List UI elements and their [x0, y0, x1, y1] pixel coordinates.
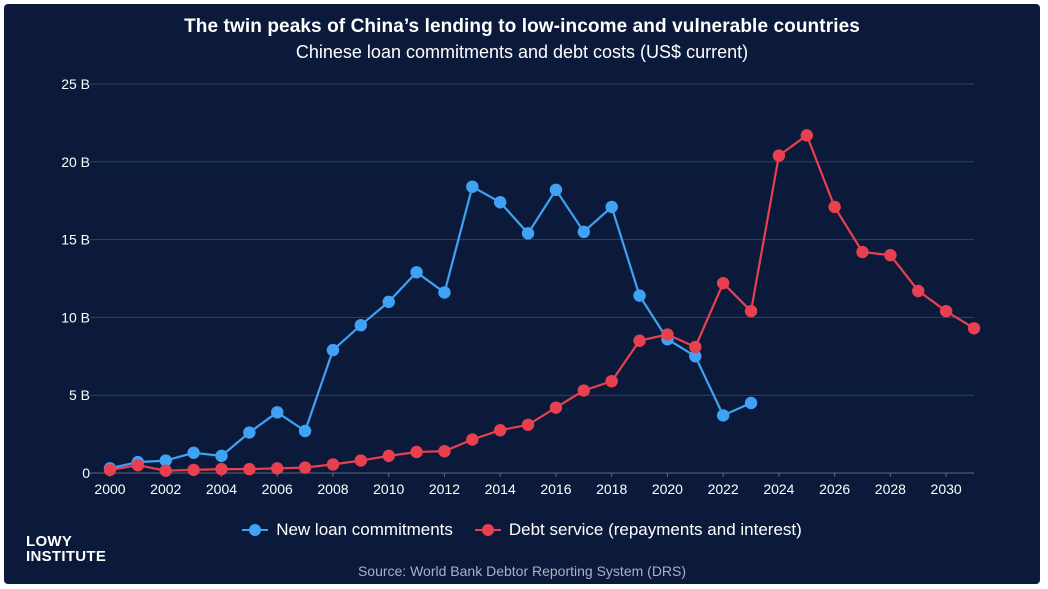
legend-label-debt-service: Debt service (repayments and interest): [508, 520, 802, 539]
data-point-new-loans: [354, 318, 368, 332]
chart-subtitle: Chinese loan commitments and debt costs …: [295, 42, 749, 62]
x-tick-label: 2006: [262, 481, 293, 497]
legend-label-new-loans: New loan commitments: [276, 520, 453, 539]
data-point-new-loans: [159, 454, 172, 467]
y-tick-label: 15 B: [61, 232, 90, 248]
legend-item-debt-service: Debt service (repayments and interest): [474, 520, 802, 540]
series-line-new-loans: [109, 185, 752, 470]
data-point-debt-service: [187, 463, 200, 477]
x-tick-label: 2000: [94, 481, 125, 497]
chart-title: The twin peaks of China’s lending to low…: [184, 16, 860, 37]
x-tick-label: 2008: [317, 481, 348, 497]
data-point-debt-service: [967, 322, 981, 335]
x-tick-label: 2030: [931, 481, 962, 497]
data-point-new-loans: [549, 183, 563, 197]
data-point-debt-service: [661, 328, 674, 341]
data-point-new-loans: [716, 409, 730, 422]
x-tick-label: 2014: [485, 481, 516, 497]
data-point-new-loans: [744, 396, 758, 410]
x-tick-label: 2022: [708, 481, 739, 497]
chart-panel: The twin peaks of China’s lending to low…: [4, 4, 1040, 584]
data-point-debt-service: [633, 334, 646, 347]
data-point-debt-service: [856, 245, 869, 259]
data-point-debt-service: [298, 461, 312, 474]
data-point-new-loans: [466, 180, 479, 193]
y-tick-label: 5 B: [69, 387, 90, 403]
data-point-debt-service: [271, 462, 284, 475]
x-tick-label: 2012: [429, 481, 460, 497]
data-point-debt-service: [493, 424, 507, 437]
x-tick-label: 2010: [373, 481, 404, 497]
data-point-debt-service: [772, 149, 786, 162]
x-axis-ticks: 2000 2002 2004 2006 2008 2010 2012 2014 2016 2018…: [94, 473, 962, 497]
data-point-debt-service: [382, 449, 395, 463]
x-tick-label: 2020: [652, 481, 683, 497]
data-point-debt-service: [410, 445, 423, 459]
x-tick-label: 2024: [763, 481, 794, 497]
legend-swatch-new-loans: [242, 523, 269, 537]
line-chart: 05 B10 B15 B20 B25 B 2000 2002 2004 2006 200…: [61, 76, 981, 497]
data-point-debt-service: [215, 462, 228, 476]
data-point-debt-service: [159, 464, 172, 477]
data-point-debt-service: [103, 463, 117, 477]
data-point-debt-service: [744, 304, 758, 318]
data-point-debt-service: [521, 418, 535, 431]
data-point-debt-service: [884, 248, 897, 262]
data-point-debt-service: [466, 433, 479, 446]
y-tick-label: 0: [82, 465, 90, 481]
data-point-new-loans: [271, 406, 284, 419]
data-point-debt-service: [131, 459, 145, 472]
y-tick-label: 20 B: [61, 154, 90, 170]
x-tick-label: 2004: [206, 481, 237, 497]
data-point-new-loans: [633, 289, 646, 302]
data-point-new-loans: [298, 424, 312, 438]
gridlines: [90, 83, 974, 474]
data-point-debt-service: [326, 458, 340, 471]
lowy-institute-logo: LOWY INSTITUTE: [26, 534, 106, 564]
data-point-debt-service: [800, 129, 813, 142]
data-point-new-loans: [410, 266, 423, 279]
data-point-new-loans: [243, 426, 256, 439]
data-point-new-loans: [493, 196, 507, 209]
x-tick-label: 2026: [819, 481, 850, 497]
data-point-debt-service: [577, 384, 591, 397]
data-point-new-loans: [438, 286, 451, 299]
legend-swatch-debt-service: [474, 523, 501, 537]
data-point-new-loans: [187, 446, 200, 459]
data-point-debt-service: [438, 445, 451, 458]
data-point-new-loans: [382, 295, 395, 309]
y-tick-label: 10 B: [61, 309, 90, 325]
series-line-debt-service: [109, 134, 975, 472]
x-tick-label: 2002: [150, 481, 181, 497]
data-point-debt-service: [354, 454, 368, 467]
data-point-new-loans: [215, 449, 228, 463]
data-point-debt-service: [716, 276, 730, 290]
data-point-debt-service: [549, 401, 563, 414]
data-point-debt-service: [689, 340, 702, 354]
data-point-new-loans: [326, 343, 340, 357]
data-point-debt-service: [243, 462, 256, 476]
legend-item-new-loans: New loan commitments: [242, 520, 453, 540]
logo-line-1: LOWY: [26, 533, 73, 550]
data-point-debt-service: [828, 200, 841, 214]
x-tick-label: 2016: [540, 481, 571, 497]
source-note: Source: World Bank Debtor Reporting Syst…: [357, 563, 687, 579]
logo-line-2: INSTITUTE: [26, 548, 107, 565]
data-point-debt-service: [939, 304, 953, 318]
x-tick-label: 2018: [596, 481, 627, 497]
data-point-new-loans: [577, 225, 591, 239]
legend: New loan commitments Debt service (repay…: [4, 520, 1040, 540]
y-tick-label: 25 B: [61, 76, 90, 92]
data-point-new-loans: [689, 350, 702, 363]
data-point-new-loans: [521, 227, 535, 240]
data-point-debt-service: [605, 374, 618, 388]
data-point-new-loans: [605, 200, 618, 214]
x-tick-label: 2028: [875, 481, 906, 497]
data-point-debt-service: [912, 284, 925, 298]
y-axis-ticks: 0 5 B 10 B 15 B 20 B 25 B: [61, 76, 90, 481]
series-group: [103, 129, 981, 477]
